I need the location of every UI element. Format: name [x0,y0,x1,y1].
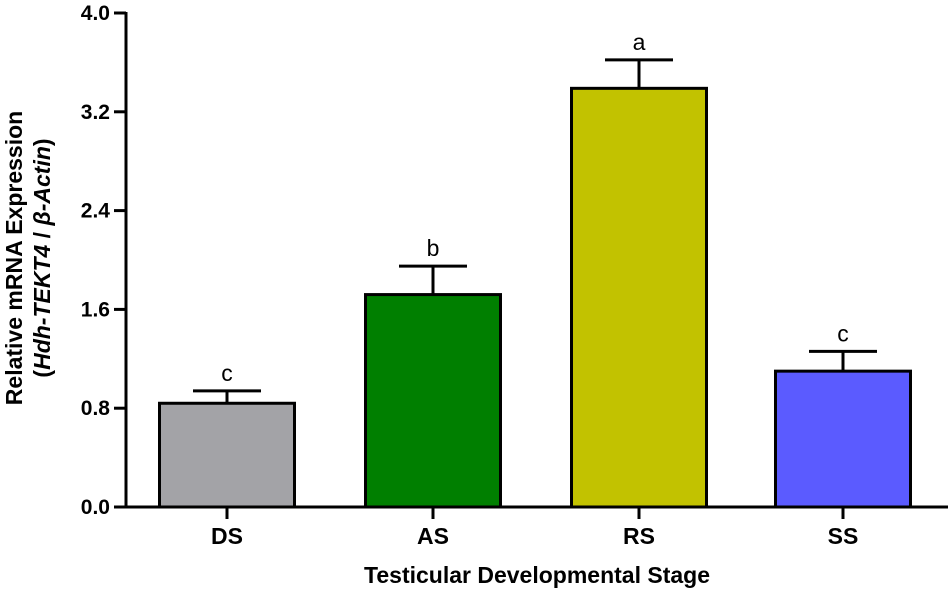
x-axis-title: Testicular Developmental Stage [364,562,710,588]
significance-label-ss: c [837,320,849,346]
x-tick-label-as: AS [417,523,449,549]
y-tick-label-0: 0.0 [81,496,110,519]
bar-rs [570,86,708,509]
y-tick-label-1: 0.8 [81,397,111,420]
significance-label-ds: c [221,360,233,386]
x-axis: DS AS RS SS [125,505,948,549]
y-tick-label-5: 4.0 [81,2,110,25]
significance-label-rs: a [633,29,646,55]
x-tick-label-ds: DS [211,523,243,549]
x-tick-label-ss: SS [828,523,859,549]
y-tick-label-2: 1.6 [81,298,110,321]
y-axis: 0.0 0.8 1.6 2.4 3.2 4.0 [81,2,128,519]
error-bars-group [193,58,877,404]
bars-group [158,86,912,509]
y-axis-title-line1: Relative mRNA Expression [1,111,27,405]
significance-label-as: b [427,235,440,261]
y-tick-label-4: 3.2 [81,101,110,124]
y-tick-label-3: 2.4 [81,200,111,223]
y-axis-title: Relative mRNA Expression (Hdh-TEKT4 / β-… [1,111,55,405]
y-axis-title-line2: (Hdh-TEKT4 / β-Actin) [29,138,55,377]
bar-ds [158,401,296,509]
x-tick-label-rs: RS [623,523,655,549]
bar-ss [774,369,912,509]
bar-as [364,293,502,509]
significance-labels-group: c b a c [221,29,849,386]
